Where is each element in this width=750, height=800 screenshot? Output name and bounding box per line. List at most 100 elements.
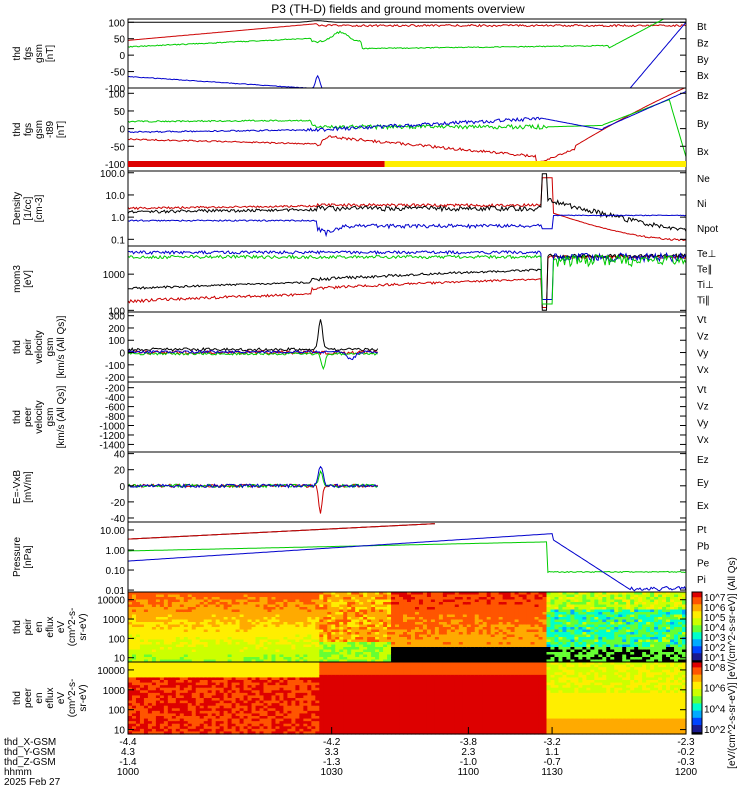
spec-cell [407, 647, 412, 651]
spec-cell [247, 674, 253, 679]
spec-cell [602, 637, 607, 641]
spec-cell [151, 634, 157, 638]
spec-cell [634, 607, 639, 611]
spec-cell [299, 649, 304, 653]
spec-cell [554, 632, 560, 636]
spec-cell [251, 659, 257, 663]
spec-cell [438, 629, 444, 633]
spec-cell [128, 607, 133, 611]
spec-cell [195, 672, 201, 676]
spec-cell [171, 627, 177, 631]
spec-cell [407, 609, 412, 613]
spec-cell [291, 649, 296, 653]
spec-cell [538, 657, 544, 661]
spec-cell [546, 632, 552, 636]
spec-cell [211, 624, 217, 628]
spec-cell [518, 624, 524, 628]
spec-cell [566, 614, 572, 618]
spec-cell [131, 674, 137, 679]
spec-cell [231, 700, 237, 704]
spec-cell [243, 669, 249, 673]
spec-cell [514, 622, 520, 626]
spec-cell [199, 692, 205, 697]
spec-cell [171, 639, 177, 643]
spec-cell [442, 622, 448, 626]
spec-cell [303, 604, 308, 608]
spec-cell [135, 624, 141, 628]
spec-cell [430, 639, 436, 643]
spec-cell [426, 617, 432, 621]
spec-cell [371, 599, 376, 603]
spec-cell [159, 677, 165, 681]
spec-cell [147, 604, 153, 608]
spec-cell [187, 597, 193, 601]
spec-cell [534, 629, 540, 633]
spec-cell [466, 594, 472, 598]
spec-cell [363, 607, 368, 611]
spec-cell [550, 644, 556, 648]
spec-cell [670, 644, 675, 648]
spec-cell [175, 703, 181, 707]
spec-cell [139, 642, 145, 646]
spec-cell [422, 652, 428, 656]
spec-cell [175, 649, 181, 653]
spec-cell [578, 632, 583, 636]
spec-cell [518, 612, 524, 616]
spec-cell [522, 612, 528, 616]
spec-cell [128, 612, 133, 616]
spec-cell [530, 659, 536, 663]
spec-cell [295, 594, 300, 598]
spec-cell [323, 602, 328, 606]
spec-cell [231, 617, 237, 621]
spec-cell [486, 619, 492, 623]
spec-cell [323, 617, 328, 621]
spec-cell [526, 632, 532, 636]
spec-cell [191, 597, 197, 601]
spec-cell [526, 619, 532, 623]
spec-cell [438, 637, 444, 641]
spec-cell [490, 649, 496, 653]
spec-cell [395, 642, 400, 646]
spec-cell [498, 599, 504, 603]
spec-cell [163, 597, 169, 601]
spec-cell [434, 649, 440, 653]
spec-cell [223, 657, 229, 661]
spec-cell [343, 617, 348, 621]
spec-cell [351, 657, 356, 661]
spec-cell [351, 614, 356, 618]
spec-cell [594, 627, 599, 631]
spec-cell [163, 614, 169, 618]
spec-cell [143, 708, 149, 712]
spec-cell [534, 659, 540, 663]
spec-cell [351, 654, 356, 658]
spec-cell [538, 647, 544, 651]
spec-cell [183, 685, 189, 689]
spec-cell [175, 654, 181, 658]
spec-cell [550, 594, 556, 598]
spec-cell [550, 592, 556, 596]
spec-cell [379, 647, 384, 651]
spec-cell [128, 654, 133, 658]
spec-cell [167, 642, 173, 646]
spec-cell [131, 617, 137, 621]
spec-cell [135, 647, 141, 651]
spec-cell [231, 703, 237, 707]
spec-cell [331, 649, 336, 653]
spec-cell [247, 609, 253, 613]
spec-cell [514, 604, 520, 608]
spec-cell [171, 672, 177, 676]
spec-cell [347, 652, 352, 656]
spec-cell [295, 629, 300, 633]
spec-cell [203, 652, 209, 656]
spec-cell [227, 599, 233, 603]
spec-cell [538, 607, 544, 611]
spec-cell [159, 692, 165, 697]
spec-cell [403, 614, 408, 618]
spec-cell [534, 647, 540, 651]
spec-cell [442, 647, 448, 651]
spec-cell [458, 597, 464, 601]
spec-cell [478, 612, 484, 616]
spec-cell [622, 619, 627, 623]
spec-cell [275, 612, 281, 616]
spec-cell [128, 644, 133, 648]
